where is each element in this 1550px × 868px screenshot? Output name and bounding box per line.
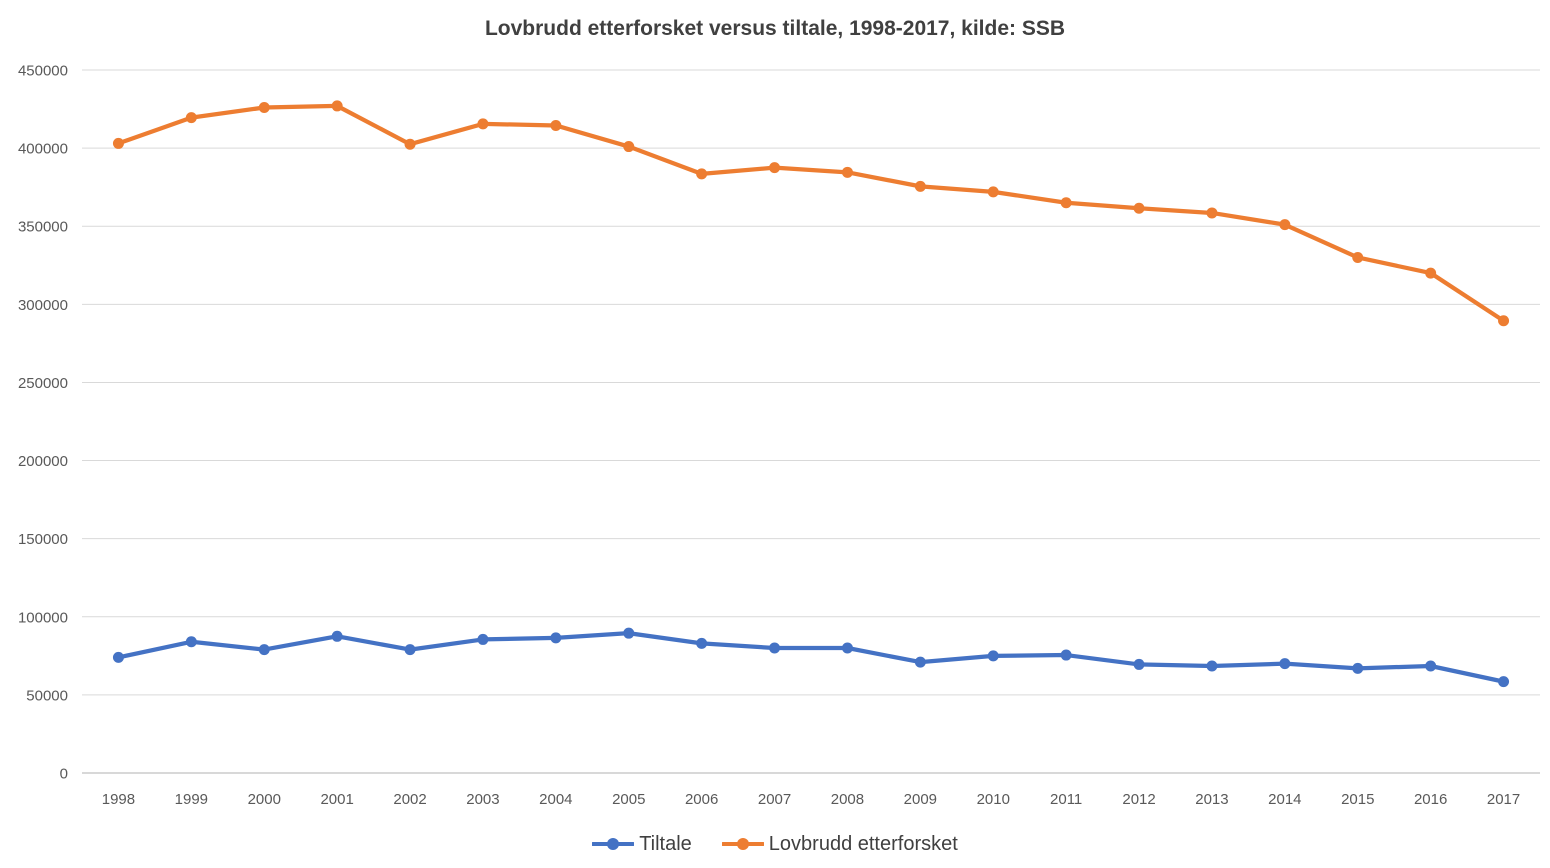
data-point-marker-lovbrudd-etterforsket xyxy=(841,166,853,178)
data-point-marker-tiltale xyxy=(769,642,781,654)
data-point-marker-tiltale xyxy=(1498,676,1510,688)
data-point-marker-lovbrudd-etterforsket xyxy=(1498,315,1510,327)
data-point-marker-tiltale xyxy=(404,644,416,656)
data-point-marker-tiltale xyxy=(112,651,124,663)
x-axis-tick-label: 2003 xyxy=(466,791,499,808)
legend-item-lovbrudd-etterforsket: Lovbrudd etterforsket xyxy=(721,832,958,856)
data-point-marker-tiltale xyxy=(914,656,926,668)
y-axis-tick-label: 100000 xyxy=(18,609,68,626)
x-axis-tick-label: 2011 xyxy=(1050,791,1082,808)
x-axis-tick-label: 2002 xyxy=(393,791,426,808)
series-line-lovbrudd-etterforsket xyxy=(116,103,1506,323)
data-point-marker-tiltale xyxy=(623,627,635,639)
data-point-marker-tiltale xyxy=(696,637,708,649)
data-point-marker-lovbrudd-etterforsket xyxy=(404,138,416,150)
data-point-marker-tiltale xyxy=(331,630,343,642)
data-point-marker-lovbrudd-etterforsket xyxy=(112,137,124,149)
data-point-marker-lovbrudd-etterforsket xyxy=(1206,207,1218,219)
data-point-marker-lovbrudd-etterforsket xyxy=(185,112,197,124)
data-point-marker-lovbrudd-etterforsket xyxy=(696,168,708,180)
y-axis-tick-label: 250000 xyxy=(18,375,68,392)
data-point-marker-lovbrudd-etterforsket xyxy=(477,118,489,130)
data-point-marker-lovbrudd-etterforsket xyxy=(987,186,999,198)
y-axis-tick-label: 50000 xyxy=(26,687,68,704)
x-axis-tick-label: 2007 xyxy=(758,791,791,808)
data-point-marker-tiltale xyxy=(477,633,489,645)
x-axis-tick-label: 2004 xyxy=(539,791,572,808)
x-axis-tick-label: 2016 xyxy=(1414,791,1447,808)
y-axis-tick-label: 450000 xyxy=(18,63,68,80)
data-point-marker-tiltale xyxy=(987,650,999,662)
y-axis-tick-label: 400000 xyxy=(18,141,68,158)
data-point-marker-tiltale xyxy=(841,642,853,654)
legend: Tiltale Lovbrudd etterforsket xyxy=(0,827,1550,861)
data-point-marker-tiltale xyxy=(1425,660,1437,672)
legend-item-tiltale: Tiltale xyxy=(592,833,692,856)
y-axis-tick-label: 200000 xyxy=(18,453,68,470)
y-axis-tick-label: 350000 xyxy=(18,219,68,236)
data-point-marker-lovbrudd-etterforsket xyxy=(331,100,343,112)
data-point-marker-lovbrudd-etterforsket xyxy=(1060,197,1072,209)
x-axis-tick-label: 2010 xyxy=(977,791,1010,808)
x-axis-tick-label: 2009 xyxy=(904,791,937,808)
x-axis-tick-label: 2005 xyxy=(612,791,645,808)
data-point-marker-lovbrudd-etterforsket xyxy=(258,101,270,113)
y-axis-tick-label: 300000 xyxy=(18,297,68,314)
data-point-marker-tiltale xyxy=(550,632,562,644)
x-axis-tick-label: 2001 xyxy=(320,791,353,808)
x-axis-tick-label: 1998 xyxy=(102,791,135,808)
data-point-marker-tiltale xyxy=(1206,660,1218,672)
data-point-marker-tiltale xyxy=(258,644,270,656)
data-point-marker-lovbrudd-etterforsket xyxy=(1352,251,1364,263)
data-point-marker-tiltale xyxy=(1352,662,1364,674)
data-point-marker-tiltale xyxy=(1133,658,1145,670)
x-axis-tick-label: 2013 xyxy=(1195,791,1228,808)
data-point-marker-lovbrudd-etterforsket xyxy=(1133,202,1145,214)
series-line-tiltale xyxy=(116,631,1506,684)
y-axis-tick-label: 0 xyxy=(60,766,68,783)
data-point-marker-lovbrudd-etterforsket xyxy=(550,119,562,131)
data-point-marker-tiltale xyxy=(185,636,197,648)
x-axis-tick-label: 2017 xyxy=(1487,791,1520,808)
x-axis-tick-label: 2006 xyxy=(685,791,718,808)
x-axis-tick-label: 2008 xyxy=(831,791,864,808)
legend-line-marker-icon xyxy=(721,838,764,850)
legend-line-marker-icon xyxy=(592,838,635,850)
chart-title: Lovbrudd etterforsket versus tiltale, 19… xyxy=(484,17,1066,40)
y-axis-tick-label: 150000 xyxy=(18,531,68,548)
data-point-marker-tiltale xyxy=(1060,649,1072,661)
data-point-marker-lovbrudd-etterforsket xyxy=(1425,267,1437,279)
data-point-marker-lovbrudd-etterforsket xyxy=(623,141,635,153)
x-axis-tick-label: 2012 xyxy=(1122,791,1155,808)
x-axis-tick-label: 2015 xyxy=(1341,791,1374,808)
data-point-marker-lovbrudd-etterforsket xyxy=(1279,219,1291,231)
data-point-marker-lovbrudd-etterforsket xyxy=(914,180,926,192)
data-point-marker-tiltale xyxy=(1279,658,1291,670)
x-axis-tick-label: 2000 xyxy=(248,791,281,808)
legend-item-label: Lovbrudd etterforsket xyxy=(768,832,958,855)
legend-item-label: Tiltale xyxy=(639,832,692,855)
x-axis-tick-label: 1999 xyxy=(175,791,208,808)
data-point-marker-lovbrudd-etterforsket xyxy=(769,162,781,174)
x-axis-tick-label: 2014 xyxy=(1268,791,1301,808)
